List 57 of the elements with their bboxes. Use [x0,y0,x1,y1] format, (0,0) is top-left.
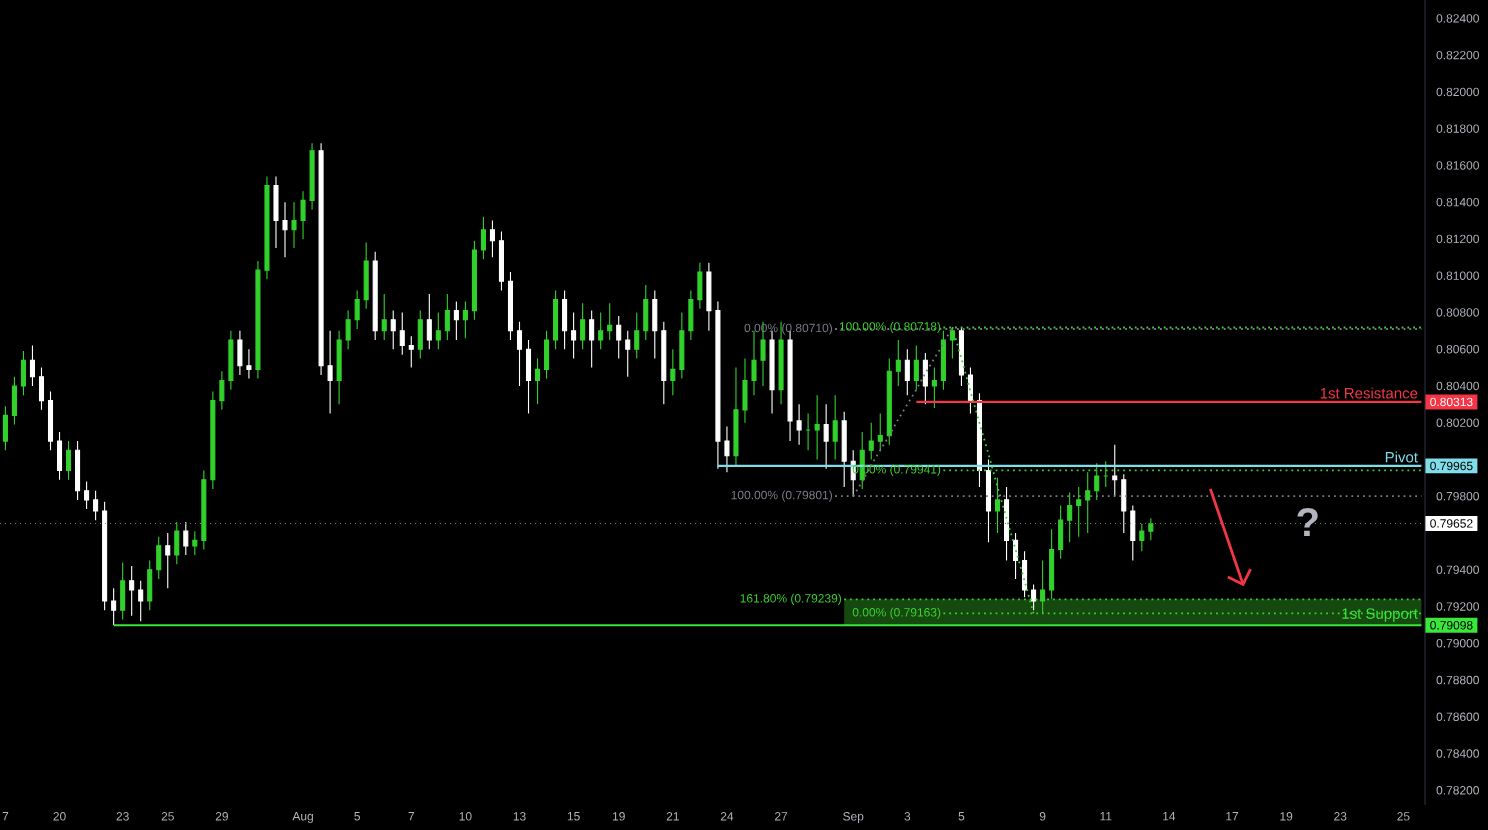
data-label: 161.80% (0.79239) [740,593,842,605]
y-tick-label: 0.82200 [1436,50,1479,60]
x-tick-label: 25 [161,812,174,821]
y-tick-label: 0.80200 [1436,418,1479,427]
y-tick-label: 0.80800 [1436,308,1479,317]
x-tick-label: Aug [292,812,313,823]
x-tick-label: 5 [958,812,965,821]
x-tick-label: 7 [408,812,415,821]
data-label: 100.00% (0.79801) [731,490,833,502]
data-label: 0.79965 [1430,461,1473,471]
y-tick-label: 0.81400 [1436,197,1479,207]
x-tick-label: 11 [1100,812,1112,821]
x-tick-label: 10 [459,812,472,821]
y-tick-label: 0.81000 [1436,271,1479,280]
x-tick-label: 19 [1280,812,1293,821]
y-tick-label: 0.81600 [1436,161,1479,170]
x-tick-label: 3 [904,812,911,821]
y-tick-label: 0.78600 [1436,712,1479,722]
y-tick-label: 0.79000 [1436,639,1479,648]
x-tick-label: 5 [354,812,360,821]
annotation: ? [1297,508,1318,536]
x-tick-label: 24 [720,812,734,821]
y-tick-label: 0.82400 [1436,14,1479,23]
y-tick-label: 0.79400 [1436,565,1479,575]
data-label: 0.00% (0.79163) [852,607,941,619]
y-tick-label: 0.80400 [1436,381,1479,391]
x-tick-label: 17 [1226,812,1239,821]
x-tick-label: 23 [116,812,129,821]
legend-label: 1st Resistance [1320,387,1418,399]
x-tick-label: 21 [666,812,679,821]
y-tick-label: 0.78200 [1436,786,1479,795]
y-tick-label: 0.82000 [1436,87,1479,97]
y-tick-label: 0.81800 [1436,124,1479,133]
y-tick-label: 0.79800 [1436,491,1479,501]
x-tick-label: 25 [1397,812,1410,821]
y-tick-label: 0.78400 [1436,749,1479,758]
data-label: 100.00% (0.80718) [839,321,941,334]
x-tick-label: Sep [843,812,864,823]
x-tick-label: 27 [774,812,788,821]
x-tick-label: 29 [215,812,228,821]
x-tick-label: 13 [513,812,526,821]
x-tick-label: 20 [53,812,66,821]
data-label: 0.79098 [1430,621,1473,630]
x-tick-label: 9 [1039,812,1046,821]
y-tick-label: 0.80600 [1436,344,1479,354]
y-tick-label: 0.78800 [1436,675,1479,685]
x-tick-label: 14 [1163,812,1176,821]
y-tick-label: 0.79200 [1436,602,1479,611]
x-tick-label: 15 [567,812,580,821]
ref-line-label: 0.79652 [1430,519,1473,528]
legend-label: Pivot [1385,451,1418,463]
x-tick-label: 7 [2,812,9,821]
x-tick-label: 19 [612,812,625,821]
legend-label: 1st Support [1342,608,1418,622]
data-label: 0.80313 [1430,397,1473,407]
y-tick-label: 0.81200 [1436,234,1479,244]
x-tick-label: 23 [1334,812,1347,821]
